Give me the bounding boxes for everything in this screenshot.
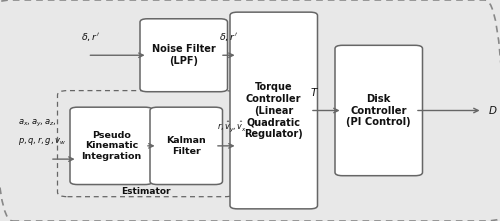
- Text: $\delta, r'$: $\delta, r'$: [80, 31, 100, 43]
- FancyBboxPatch shape: [335, 45, 422, 176]
- Text: $D$: $D$: [488, 105, 497, 116]
- Text: Pseudo
Kinematic
Integration: Pseudo Kinematic Integration: [81, 131, 142, 161]
- Text: $a_x, a_y, a_z,$: $a_x, a_y, a_z,$: [18, 118, 56, 129]
- Text: Disk
Controller
(PI Control): Disk Controller (PI Control): [346, 94, 411, 127]
- Text: Kalman
Filter: Kalman Filter: [166, 136, 206, 156]
- Text: Torque
Controller
(Linear
Quadratic
Regulator): Torque Controller (Linear Quadratic Regu…: [244, 82, 303, 139]
- Text: $T$: $T$: [310, 86, 320, 98]
- FancyBboxPatch shape: [150, 107, 222, 185]
- Text: Estimator: Estimator: [122, 187, 171, 196]
- Text: $r, \hat{v}_y, \hat{v}_x$: $r, \hat{v}_y, \hat{v}_x$: [217, 119, 247, 134]
- Text: $\delta, r'$: $\delta, r'$: [220, 31, 238, 43]
- Text: Noise Filter
(LPF): Noise Filter (LPF): [152, 44, 216, 66]
- Text: $p, q, r, g, v_w$: $p, q, r, g, v_w$: [18, 135, 66, 147]
- FancyBboxPatch shape: [230, 12, 318, 209]
- FancyBboxPatch shape: [70, 107, 152, 185]
- FancyBboxPatch shape: [140, 19, 228, 92]
